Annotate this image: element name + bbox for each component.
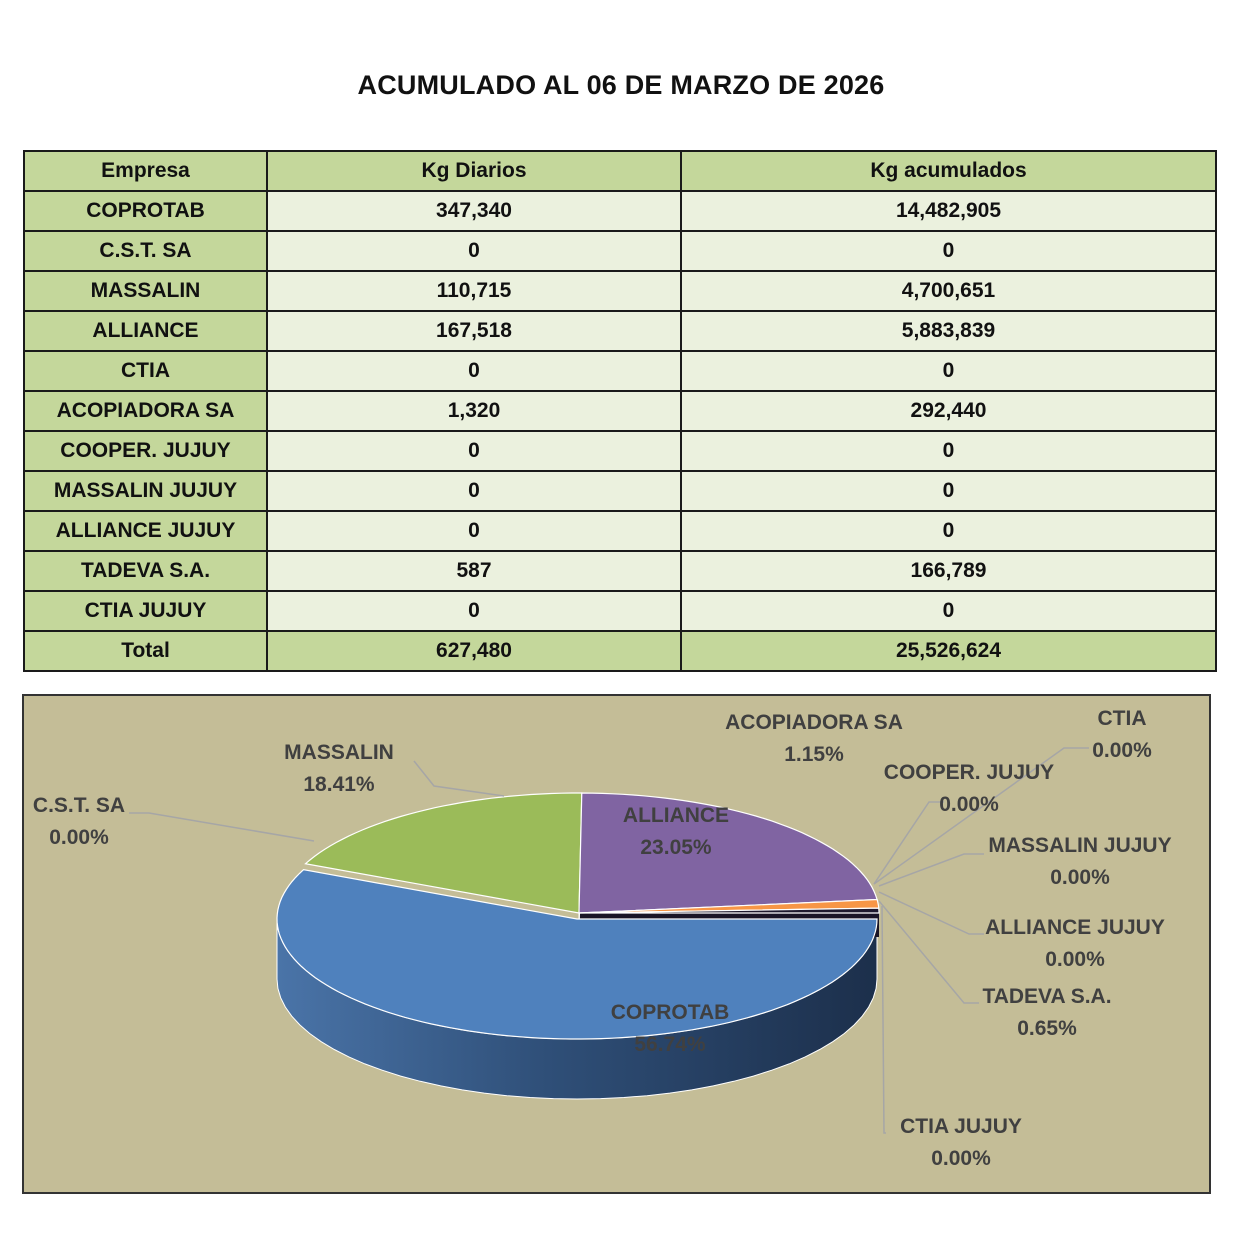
leader-line	[878, 853, 984, 887]
row-empresa: COPROTAB	[23, 190, 268, 232]
label-percent: 0.00%	[1092, 739, 1152, 762]
total-kg-acumulados: 25,526,624	[680, 630, 1217, 672]
table-row: ALLIANCE 167,518 5,883,839	[23, 310, 1217, 352]
leader-line	[873, 801, 944, 885]
table-header-row: Empresa Kg Diarios Kg acumulados	[23, 150, 1217, 192]
row-empresa: ACOPIADORA SA	[23, 390, 268, 432]
row-kg-acumulados: 166,789	[680, 550, 1217, 592]
row-kg-acumulados: 0	[680, 230, 1217, 272]
total-label: Total	[23, 630, 268, 672]
label-name: MASSALIN JUJUY	[988, 834, 1171, 857]
table-row: ALLIANCE JUJUY 0 0	[23, 510, 1217, 552]
leader-line	[881, 905, 886, 1134]
row-empresa: TADEVA S.A.	[23, 550, 268, 592]
label-name: ACOPIADORA SA	[725, 711, 903, 734]
pie-slice-coprotab	[276, 869, 878, 1040]
row-empresa: MASSALIN	[23, 270, 268, 312]
row-kg-diarios: 0	[266, 430, 682, 472]
label-name: CTIA	[1098, 707, 1147, 730]
label-percent: 0.00%	[1050, 866, 1110, 889]
label-percent: 0.00%	[49, 826, 109, 849]
row-kg-diarios: 0	[266, 350, 682, 392]
label-name: ALLIANCE	[623, 804, 729, 827]
label-percent: 56.74%	[634, 1033, 706, 1056]
leader-line	[129, 812, 315, 842]
row-kg-acumulados: 0	[680, 350, 1217, 392]
table-row: CTIA 0 0	[23, 350, 1217, 392]
leader-line	[413, 760, 505, 797]
row-kg-acumulados: 0	[680, 510, 1217, 552]
pie-slice-massalin	[304, 792, 583, 914]
row-kg-diarios: 110,715	[266, 270, 682, 312]
row-kg-diarios: 0	[266, 470, 682, 512]
pie-slice-tadeva-s-a-	[578, 907, 880, 914]
row-kg-diarios: 587	[266, 550, 682, 592]
leader-line	[873, 747, 1089, 885]
table-row: C.S.T. SA 0 0	[23, 230, 1217, 272]
table-row: MASSALIN 110,715 4,700,651	[23, 270, 1217, 312]
label-percent: 23.05%	[640, 836, 712, 859]
table-row: MASSALIN JUJUY 0 0	[23, 470, 1217, 512]
row-empresa: ALLIANCE	[23, 310, 268, 352]
header-kg-diarios: Kg Diarios	[266, 150, 682, 192]
table-row: COOPER. JUJUY 0 0	[23, 430, 1217, 472]
table-row: COPROTAB 347,340 14,482,905	[23, 190, 1217, 232]
label-name: C.S.T. SA	[33, 794, 125, 817]
row-empresa: C.S.T. SA	[23, 230, 268, 272]
label-name: TADEVA S.A.	[982, 985, 1111, 1008]
row-kg-acumulados: 0	[680, 470, 1217, 512]
label-name: CTIA JUJUY	[900, 1115, 1022, 1138]
row-kg-diarios: 0	[266, 590, 682, 632]
row-kg-diarios: 0	[266, 510, 682, 552]
label-percent: 1.15%	[784, 743, 844, 766]
row-kg-acumulados: 4,700,651	[680, 270, 1217, 312]
row-empresa: MASSALIN JUJUY	[23, 470, 268, 512]
table-row: CTIA JUJUY 0 0	[23, 590, 1217, 632]
header-kg-acumulados: Kg acumulados	[680, 150, 1217, 192]
pie-chart: COPROTAB 56.74% C.S.T. SA 0.00% MASSALIN 18.4…	[33, 707, 1172, 1170]
label-percent: 0.00%	[1045, 948, 1105, 971]
leader-line	[878, 900, 979, 1004]
label-name: MASSALIN	[284, 741, 394, 764]
label-percent: 0.00%	[931, 1147, 991, 1170]
label-percent: 18.41%	[303, 773, 375, 796]
table-row: ACOPIADORA SA 1,320 292,440	[23, 390, 1217, 432]
pie-chart-area: COPROTAB 56.74% C.S.T. SA 0.00% MASSALIN 18.4…	[22, 694, 1211, 1194]
row-kg-acumulados: 0	[680, 430, 1217, 472]
table-total-row: Total 627,480 25,526,624	[23, 630, 1217, 672]
row-kg-acumulados: 5,883,839	[680, 310, 1217, 352]
label-percent: 0.00%	[939, 793, 999, 816]
label-name: ALLIANCE JUJUY	[985, 916, 1165, 939]
row-kg-diarios: 0	[266, 230, 682, 272]
kg-table: Empresa Kg Diarios Kg acumulados COPROTA…	[23, 150, 1217, 672]
row-empresa: COOPER. JUJUY	[23, 430, 268, 472]
header-empresa: Empresa	[23, 150, 268, 192]
leader-line	[878, 891, 984, 935]
table-row: TADEVA S.A. 587 166,789	[23, 550, 1217, 592]
row-kg-acumulados: 0	[680, 590, 1217, 632]
label-name: COOPER. JUJUY	[884, 761, 1054, 784]
page-title: ACUMULADO AL 06 DE MARZO DE 2026	[357, 70, 885, 100]
row-kg-acumulados: 14,482,905	[680, 190, 1217, 232]
row-empresa: CTIA	[23, 350, 268, 392]
label-percent: 0.65%	[1017, 1017, 1077, 1040]
pie-slice-alliance	[578, 792, 878, 914]
label-name: COPROTAB	[611, 1001, 730, 1024]
row-kg-diarios: 347,340	[266, 190, 682, 232]
row-kg-diarios: 167,518	[266, 310, 682, 352]
total-kg-diarios: 627,480	[266, 630, 682, 672]
row-kg-acumulados: 292,440	[680, 390, 1217, 432]
row-empresa: CTIA JUJUY	[23, 590, 268, 632]
row-empresa: ALLIANCE JUJUY	[23, 510, 268, 552]
row-kg-diarios: 1,320	[266, 390, 682, 432]
